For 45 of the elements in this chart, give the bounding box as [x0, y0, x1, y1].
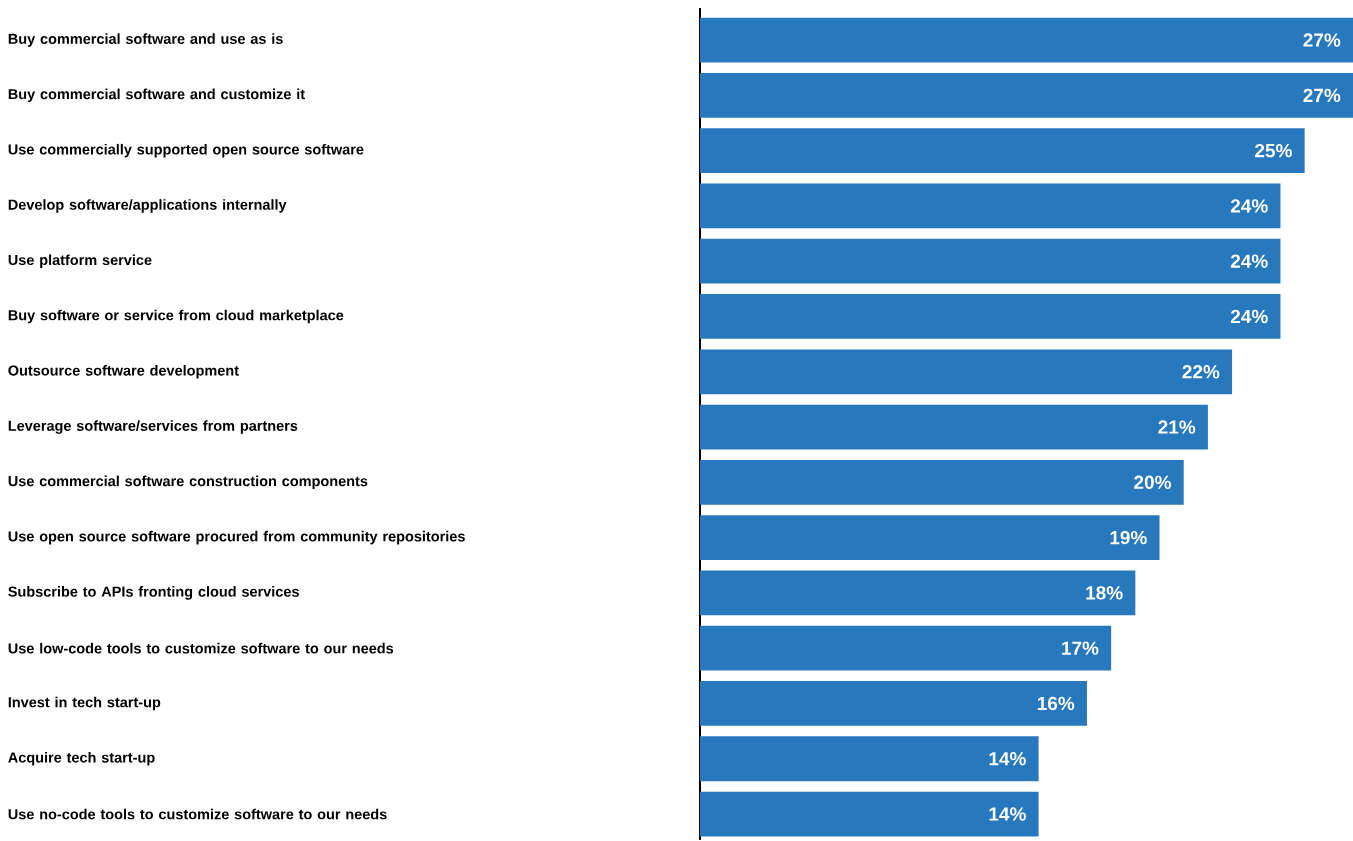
y-tick-label: Acquire tech start-up: [8, 751, 155, 766]
bar: [700, 791, 1039, 837]
data-label: 27%: [1303, 88, 1341, 103]
y-tick-label: Develop software/applications internally: [8, 199, 287, 213]
data-label: 18%: [1086, 586, 1123, 600]
data-label: 24%: [1230, 199, 1268, 213]
data-label: 17%: [1062, 641, 1099, 655]
y-tick-label: Use commercial software construction components: [8, 475, 368, 490]
y-tick-label: Use low-code tools to customize software to our needs: [8, 642, 394, 654]
data-label: 22%: [1182, 365, 1220, 379]
data-label: 21%: [1158, 420, 1196, 434]
y-tick-label: Leverage software/services from partners: [8, 420, 298, 434]
y-tick-label: Use commercially supported open source software: [8, 143, 364, 158]
bar: [700, 625, 1112, 671]
bar: [700, 404, 1208, 450]
data-label: 14%: [989, 752, 1026, 766]
data-label: 14%: [989, 807, 1026, 821]
bar: [700, 72, 1353, 118]
y-tick-label: Buy software or service from cloud marketplace: [8, 309, 344, 324]
bar: [700, 294, 1281, 339]
data-label: 27%: [1303, 33, 1341, 47]
y-tick-label: Invest in tech start-up: [8, 696, 161, 711]
data-label: 19%: [1110, 530, 1147, 545]
data-label: 20%: [1134, 475, 1171, 490]
y-tick-label: Use no-code tools to customize software to our needs: [8, 808, 387, 820]
bar: [700, 459, 1184, 505]
bar: [700, 128, 1305, 174]
bar: [700, 349, 1233, 395]
bar: [700, 736, 1039, 782]
bar: [700, 17, 1353, 63]
bar: [700, 238, 1281, 284]
bar: [700, 681, 1087, 726]
y-tick-label: Use open source software procured from community repositories: [8, 530, 465, 545]
data-label: 16%: [1037, 696, 1075, 711]
data-label: 24%: [1230, 309, 1268, 324]
data-label: 24%: [1230, 254, 1268, 268]
bar: [700, 570, 1136, 616]
y-tick-label: Buy commercial software and customize it: [8, 88, 305, 103]
data-label: 25%: [1255, 143, 1292, 158]
y-tick-label: Outsource software development: [8, 365, 239, 379]
y-tick-label: Subscribe to APIs fronting cloud services: [8, 586, 299, 600]
bar: [700, 515, 1160, 560]
bar: [700, 183, 1281, 229]
y-tick-label: Use platform service: [8, 254, 152, 268]
y-tick-label: Buy commercial software and use as is: [8, 33, 283, 47]
